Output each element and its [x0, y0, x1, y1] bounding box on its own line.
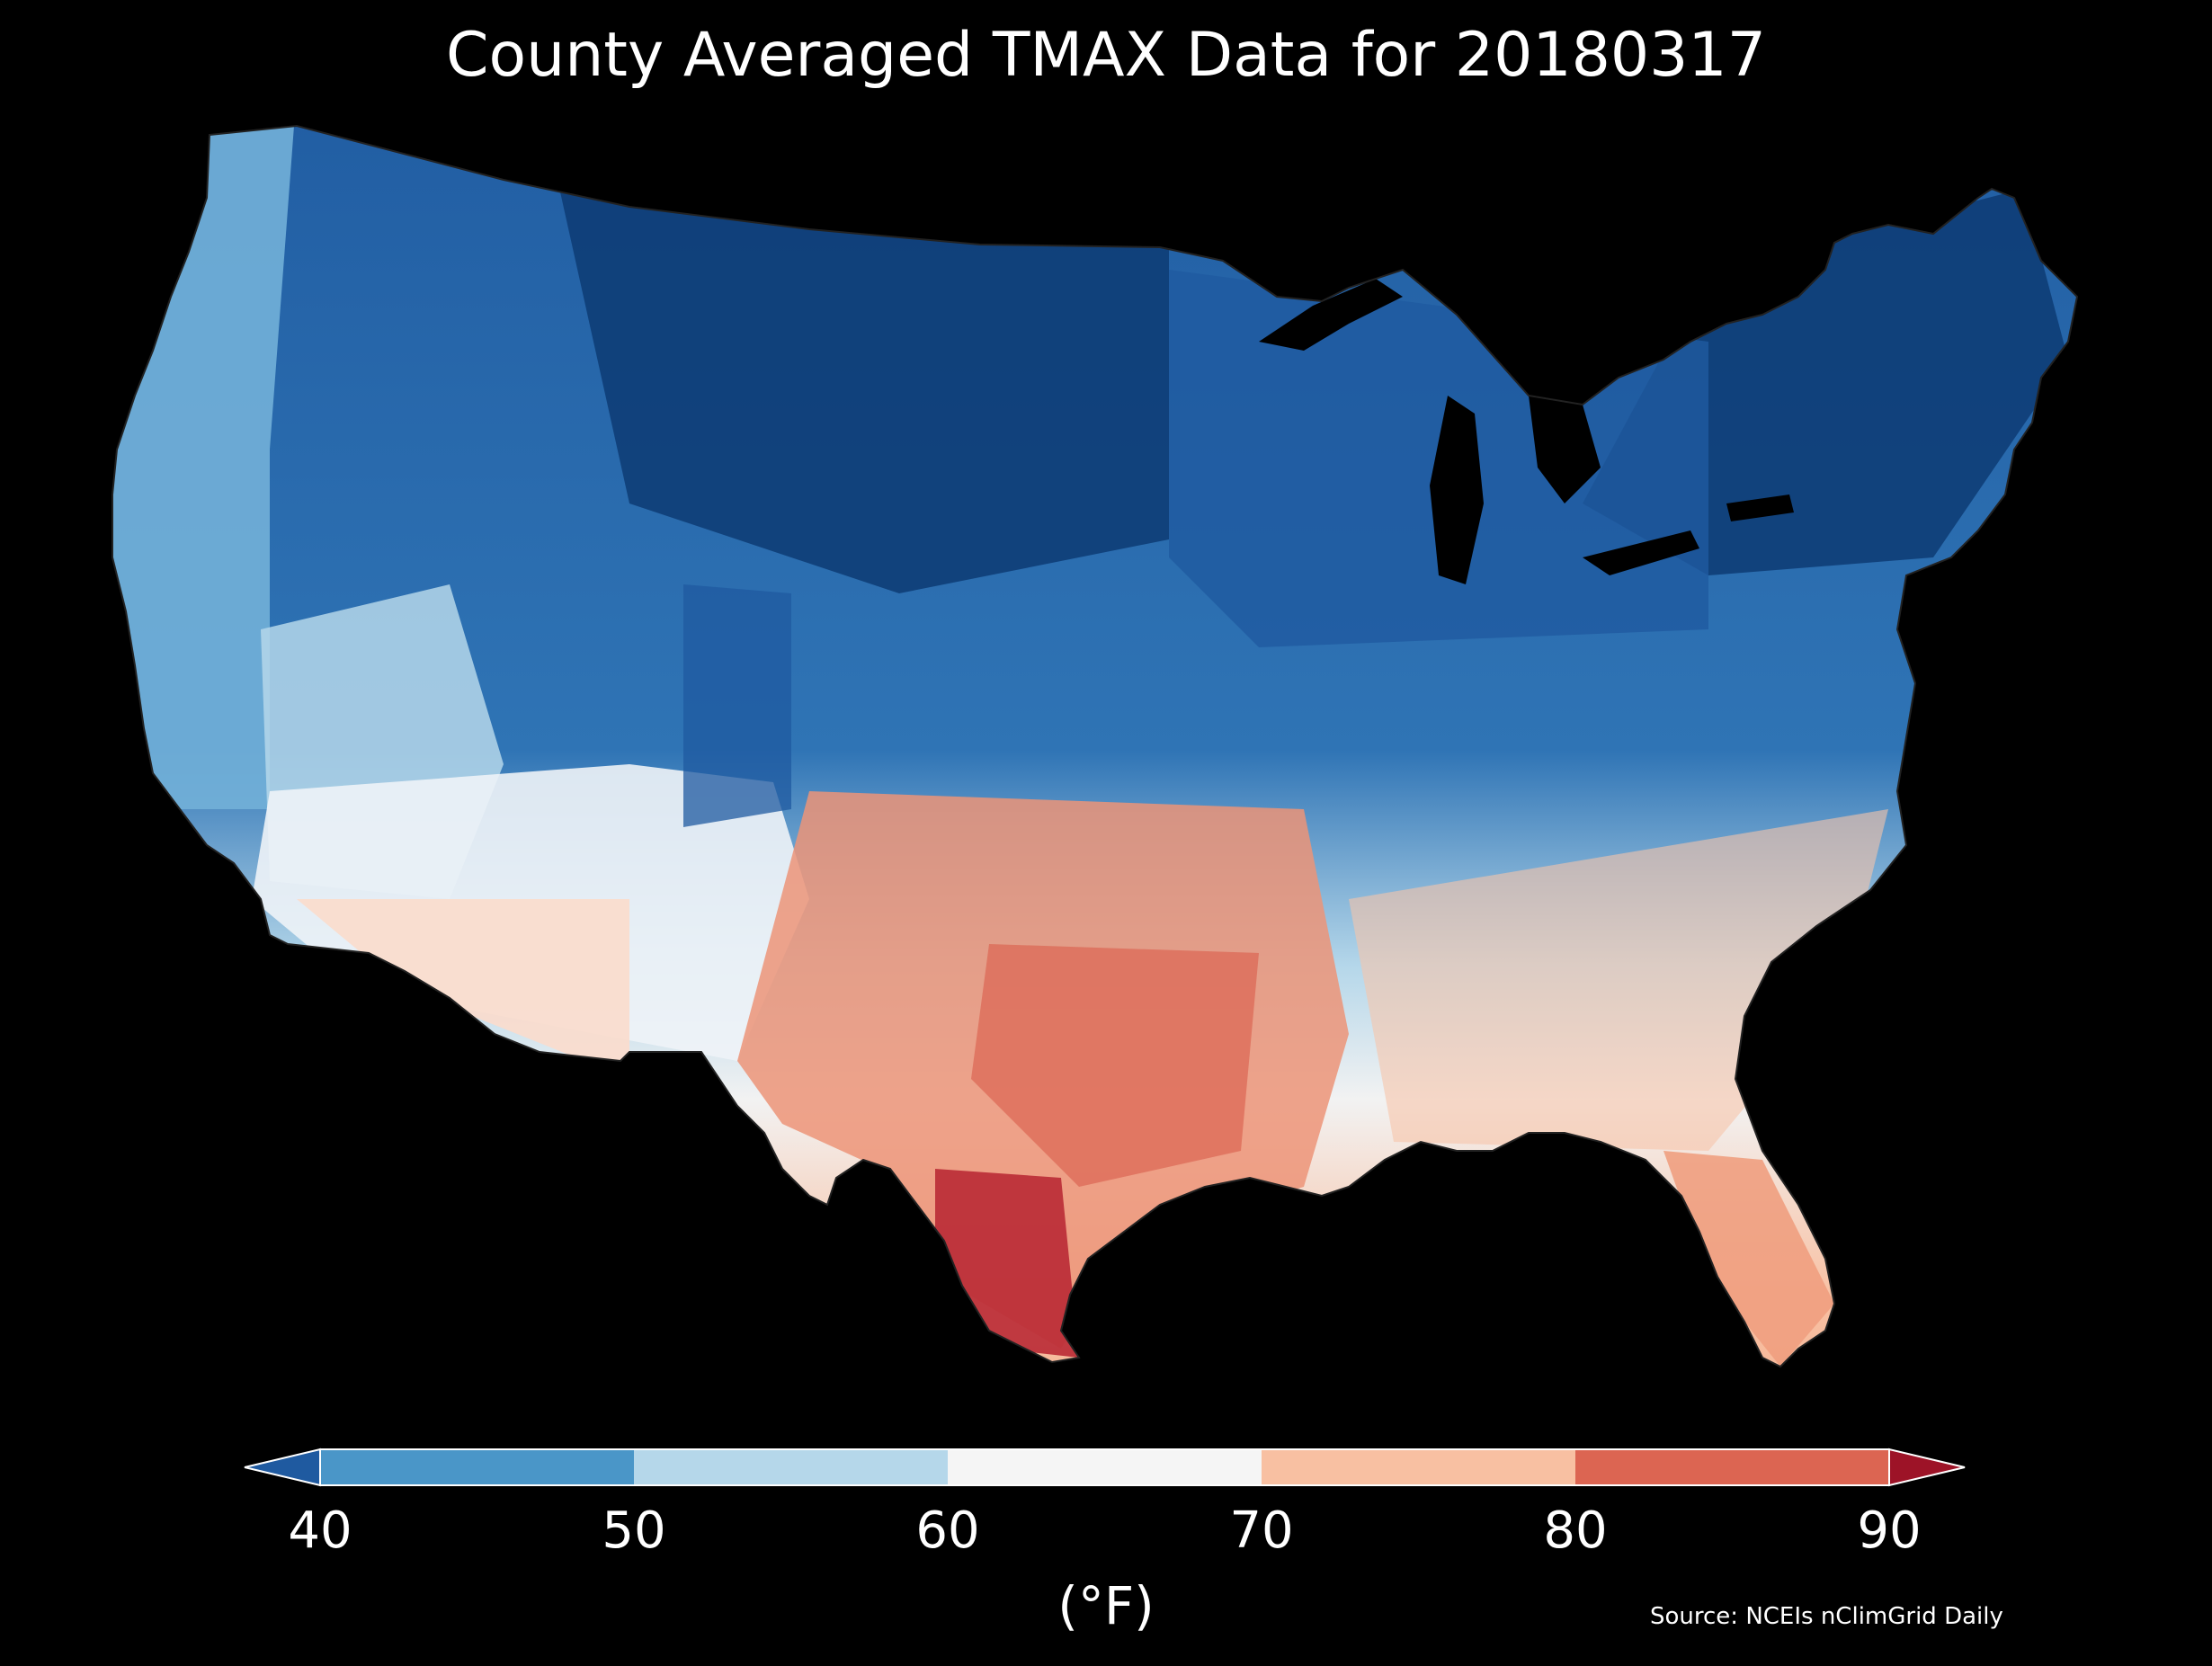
colorbar-unit-label: (°F)	[1016, 1575, 1196, 1636]
colorbar-bin-40-50	[320, 1449, 634, 1485]
colorbar-bin-50-60	[634, 1449, 948, 1485]
colorbar-bin-60-70	[948, 1449, 1262, 1485]
colorbar-bin-70-80	[1262, 1449, 1575, 1485]
colorbar-extend-high	[1889, 1449, 1965, 1485]
colorbar-tick-50: 50	[580, 1501, 688, 1560]
colorbar-tick-60: 60	[894, 1501, 1002, 1560]
region-south-texas	[935, 1169, 1079, 1358]
colorbar-tick-70: 70	[1208, 1501, 1316, 1560]
region-arizona	[297, 899, 629, 1079]
region-rockies	[683, 584, 791, 827]
colorbar-bin-80-90	[1575, 1449, 1889, 1485]
source-credit: Source: NCEIs nClimGrid Daily	[1650, 1603, 2003, 1630]
colorbar-tick-40: 40	[266, 1501, 374, 1560]
colorbar-tick-90: 90	[1835, 1501, 1943, 1560]
colorbar	[245, 1449, 1965, 1485]
colorbar-tick-80: 80	[1521, 1501, 1629, 1560]
colorbar-extend-low	[245, 1449, 320, 1485]
